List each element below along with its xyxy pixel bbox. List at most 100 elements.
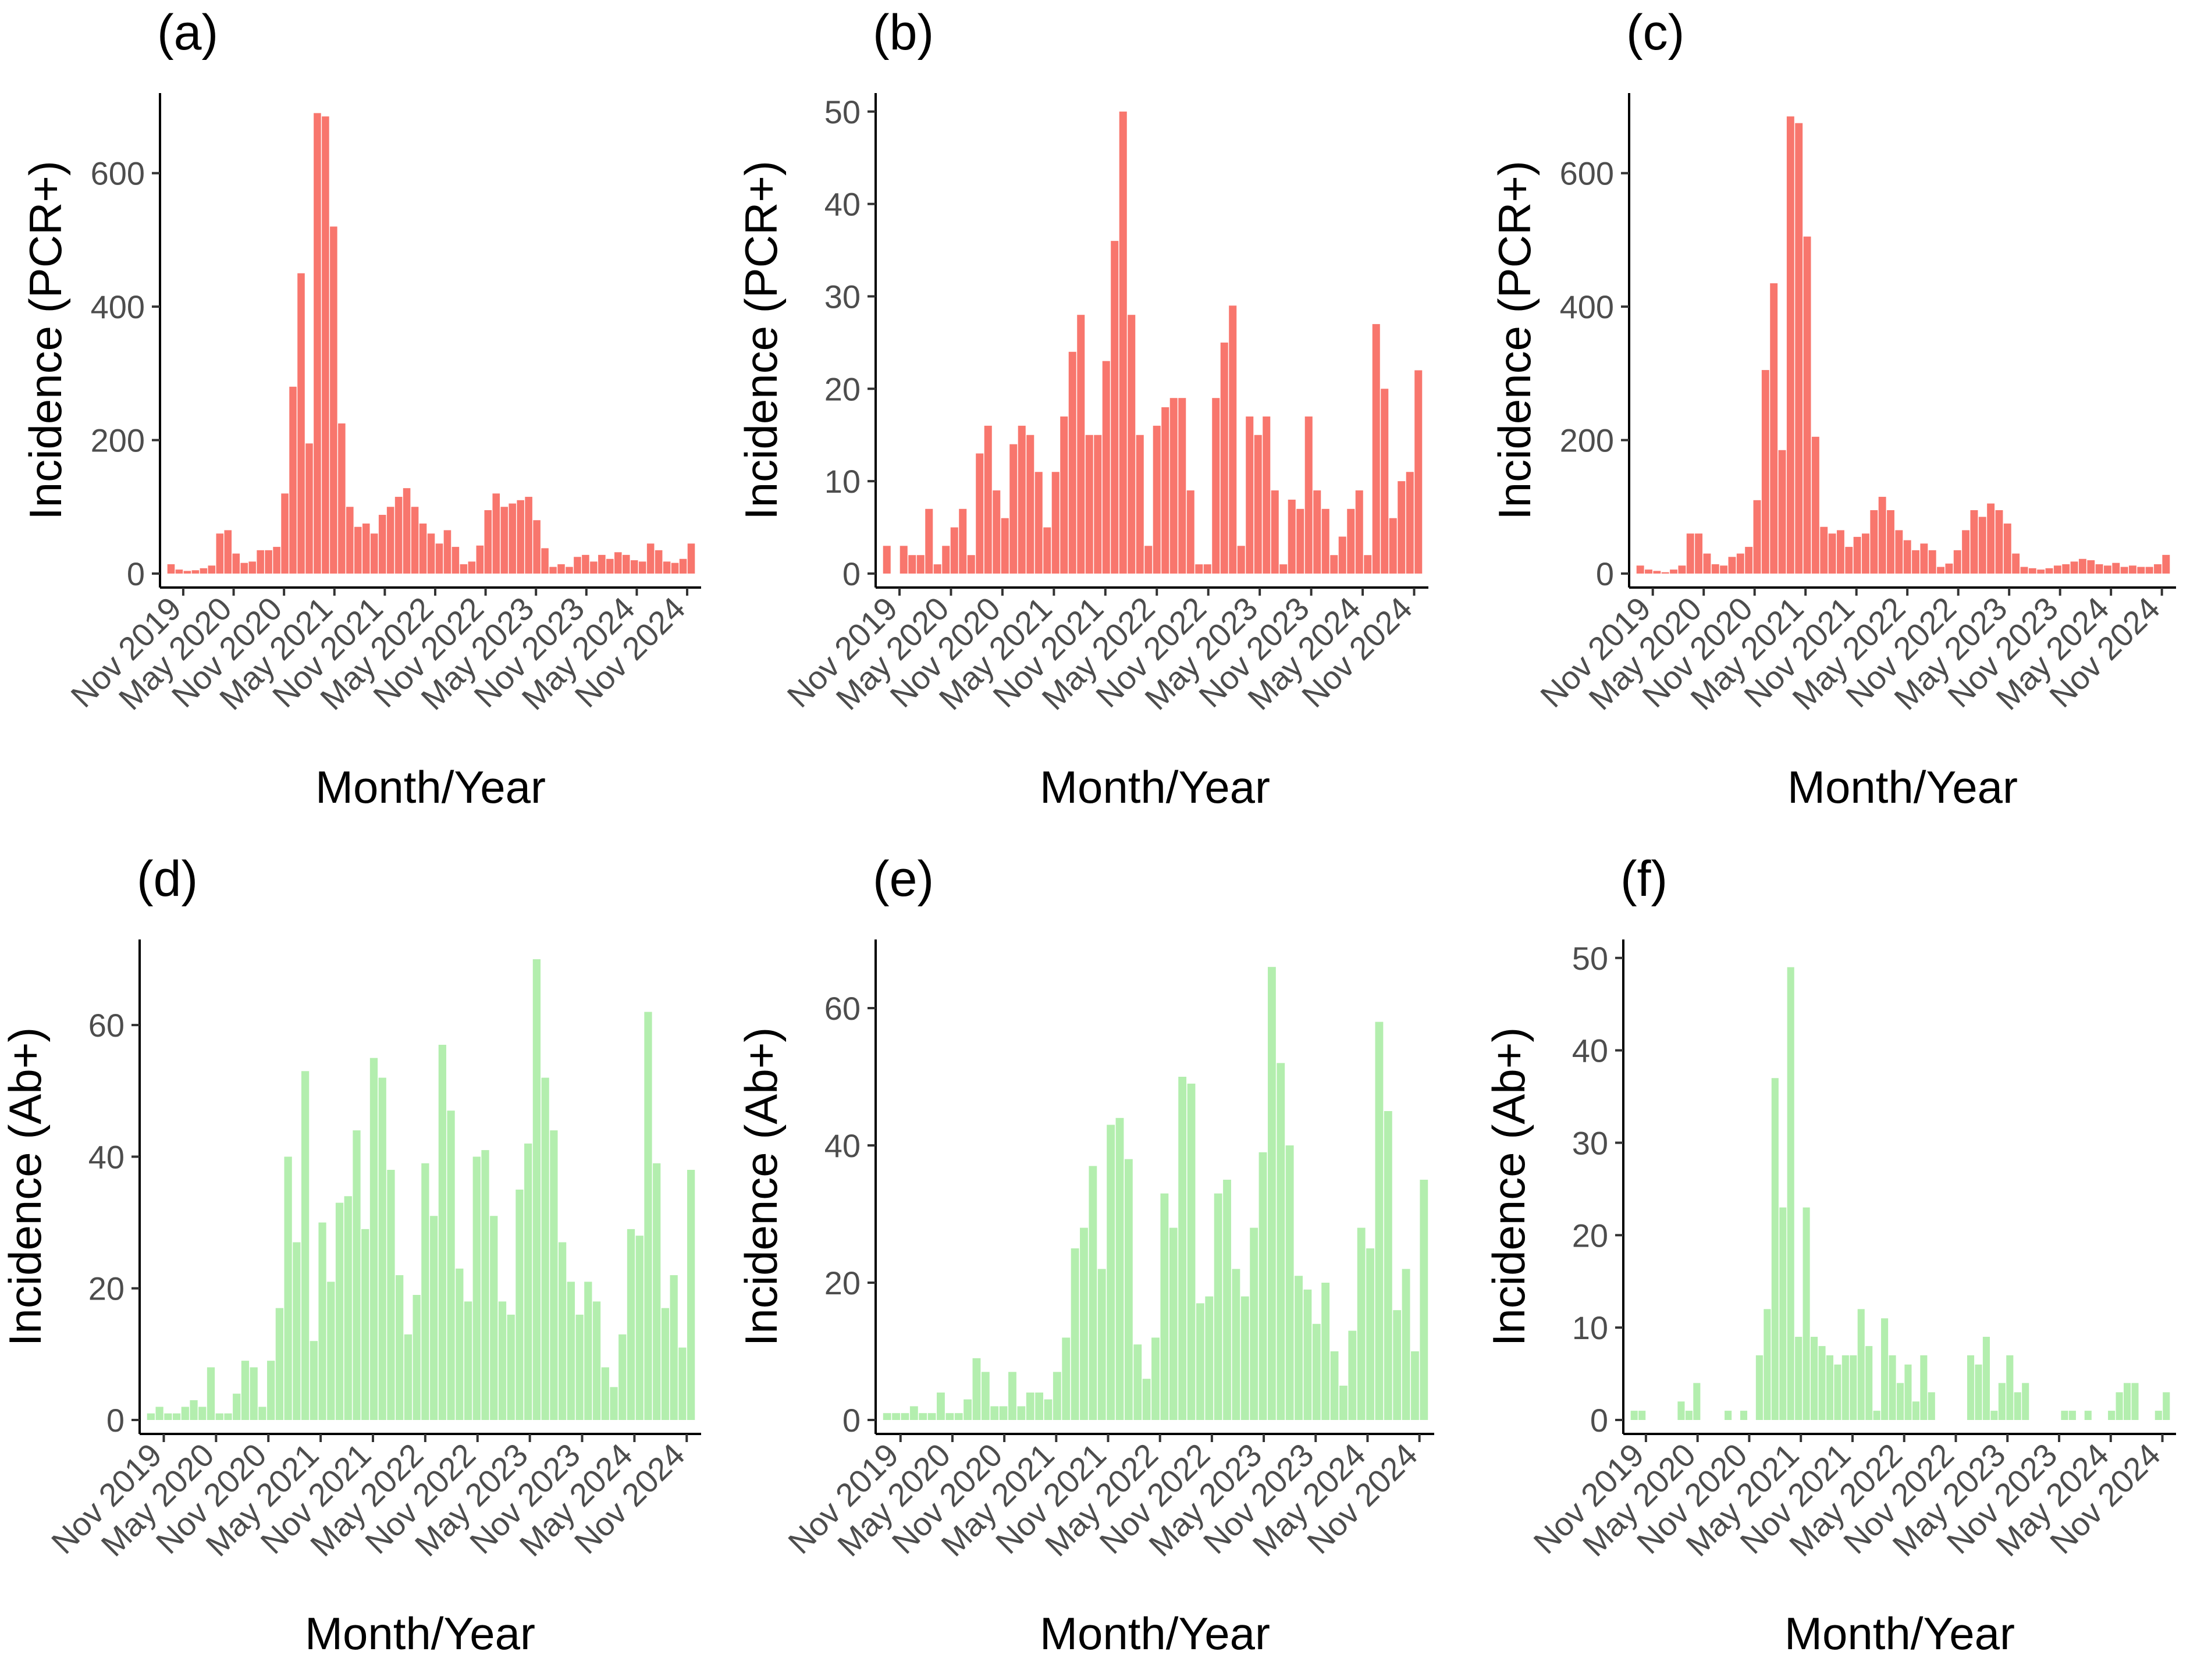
bar-a-28 (394, 497, 403, 574)
bar-e-11 (981, 1372, 990, 1420)
bar-c-45 (2012, 553, 2020, 574)
bar-d-51 (584, 1282, 592, 1420)
bar-b-26 (1102, 361, 1110, 574)
bar-f-18 (1771, 1078, 1779, 1420)
bar-a-56 (622, 554, 630, 574)
bar-f-62 (2116, 1392, 2123, 1420)
bar-c-40 (1970, 510, 1978, 574)
bar-c-7 (1695, 533, 1703, 574)
bar-b-30 (1136, 435, 1144, 574)
bar-c-17 (1778, 450, 1786, 574)
y-tick-label-f-0: 0 (1590, 1402, 1608, 1439)
y-tick-label-b-2: 20 (824, 371, 861, 407)
bar-a-47 (549, 567, 557, 574)
bar-b-52 (1321, 508, 1329, 574)
bar-a-17 (305, 443, 313, 574)
bar-d-50 (575, 1314, 584, 1420)
bar-e-18 (1044, 1399, 1053, 1420)
bar-c-14 (1753, 500, 1761, 574)
bar-a-24 (362, 523, 370, 574)
bar-a-20 (330, 226, 337, 574)
bar-e-1 (892, 1413, 900, 1420)
y-tick-label-e-0: 0 (842, 1402, 861, 1439)
bar-a-39 (484, 510, 492, 574)
bar-b-4 (916, 555, 925, 574)
bar-b-57 (1364, 555, 1372, 574)
bar-a-33 (435, 543, 443, 574)
panel-label-a: (a) (157, 5, 218, 60)
bar-d-36 (456, 1268, 464, 1420)
bar-d-55 (618, 1334, 627, 1420)
bar-c-8 (1703, 553, 1711, 574)
panel-label-e: (e) (873, 851, 934, 907)
bar-d-37 (464, 1301, 472, 1420)
y-tick-label-d-3: 60 (88, 1007, 125, 1044)
bar-f-30 (1865, 1346, 1873, 1420)
bar-d-52 (592, 1301, 601, 1420)
bar-e-44 (1277, 1063, 1285, 1420)
bar-d-33 (429, 1216, 438, 1420)
bar-f-22 (1803, 1207, 1810, 1420)
y-tick-label-c-3: 600 (1560, 155, 1614, 192)
bar-c-3 (1661, 572, 1669, 574)
bar-b-19 (1043, 527, 1051, 574)
bar-d-4 (181, 1407, 189, 1420)
bar-b-59 (1381, 389, 1389, 574)
bar-d-22 (335, 1202, 344, 1420)
bar-c-49 (2045, 568, 2053, 574)
bar-c-63 (2162, 554, 2170, 574)
y-tick-label-c-0: 0 (1596, 556, 1614, 592)
bar-a-26 (378, 515, 386, 574)
bar-e-39 (1232, 1269, 1240, 1420)
bar-a-46 (541, 548, 549, 574)
bar-a-51 (582, 554, 589, 574)
x-axis-title-d: Month/Year (305, 1608, 535, 1659)
bar-c-36 (1937, 567, 1944, 574)
bar-d-18 (301, 1071, 310, 1420)
bar-c-13 (1745, 547, 1753, 574)
bar-f-50 (2022, 1383, 2029, 1420)
y-tick-label-e-1: 20 (824, 1265, 861, 1301)
bar-c-24 (1836, 530, 1844, 574)
bar-a-31 (419, 523, 427, 574)
bar-c-53 (2078, 558, 2086, 574)
bar-d-53 (601, 1367, 609, 1420)
bar-d-6 (198, 1407, 207, 1420)
bar-a-64 (687, 543, 695, 574)
bar-d-8 (215, 1413, 223, 1420)
bar-b-40 (1220, 342, 1228, 574)
x-axis-title-a: Month/Year (315, 761, 546, 813)
bar-d-3 (172, 1413, 181, 1420)
bar-a-54 (606, 558, 614, 574)
bar-a-23 (354, 526, 362, 574)
bar-e-14 (1008, 1372, 1016, 1420)
bar-d-24 (353, 1130, 361, 1420)
bar-b-49 (1296, 508, 1304, 574)
bar-c-0 (1636, 565, 1644, 574)
bar-d-15 (275, 1308, 284, 1420)
y-tick-label-b-1: 10 (824, 463, 861, 500)
bar-e-42 (1258, 1152, 1267, 1420)
bar-b-23 (1077, 315, 1085, 574)
bar-b-27 (1111, 241, 1119, 574)
bar-c-46 (2020, 567, 2028, 574)
bar-a-34 (443, 530, 451, 574)
bar-a-37 (468, 561, 476, 574)
bar-e-17 (1035, 1392, 1044, 1420)
y-tick-label-b-0: 0 (842, 556, 861, 592)
bar-e-45 (1285, 1145, 1294, 1420)
bar-b-48 (1288, 499, 1296, 574)
bar-c-38 (1953, 550, 1961, 574)
bar-e-27 (1124, 1159, 1133, 1420)
y-tick-label-f-4: 40 (1572, 1033, 1608, 1069)
bar-e-36 (1205, 1296, 1214, 1420)
bar-d-56 (627, 1229, 635, 1420)
bar-a-5 (208, 565, 216, 574)
bar-d-60 (661, 1308, 670, 1420)
bar-a-9 (240, 563, 248, 574)
bar-e-34 (1187, 1083, 1196, 1420)
bar-e-46 (1295, 1276, 1303, 1420)
bar-f-44 (1975, 1364, 1982, 1420)
bar-b-44 (1254, 435, 1262, 574)
